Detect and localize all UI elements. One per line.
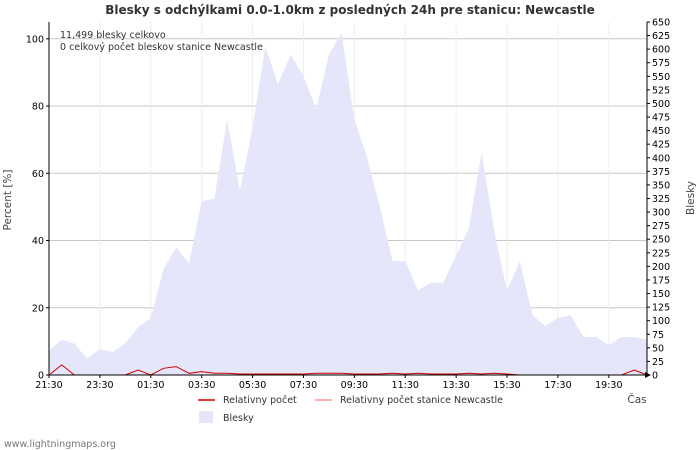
right-tick-label: 375 (652, 167, 670, 178)
right-tick-label: 225 (652, 248, 670, 259)
right-tick-label: 50 (652, 343, 664, 354)
right-tick-label: 550 (652, 72, 670, 83)
left-axis-label: Percent [%] (2, 169, 14, 230)
left-tick-label: 0 (38, 371, 44, 382)
right-tick-label: 275 (652, 221, 670, 232)
annotation-station: 0 celkový počet bleskov stanice Newcastl… (60, 42, 263, 53)
x-tick-label: 11:30 (392, 380, 419, 391)
right-tick-label: 400 (652, 153, 670, 164)
right-tick-label: 75 (652, 330, 664, 341)
right-tick-label: 500 (652, 99, 670, 110)
legend-label-relativny-pocet-stanice: Relativny počet stanice Newcastle (340, 395, 503, 406)
left-tick-label: 100 (26, 34, 44, 45)
right-tick-label: 600 (652, 45, 670, 56)
right-tick-label: 175 (652, 275, 670, 286)
legend: Relativny počet Relativny počet stanice … (198, 395, 503, 424)
footer-source: www.lightningmaps.org (4, 439, 116, 450)
chart-title: Blesky s odchýlkami 0.0-1.0km z posledný… (105, 3, 595, 17)
left-y-tick-labels: 0 20 40 60 80 100 (26, 34, 49, 382)
right-tick-label: 125 (652, 303, 670, 314)
right-tick-label: 450 (652, 126, 670, 137)
legend-swatch-blesky (199, 411, 213, 423)
x-tick-label: 01:30 (137, 380, 164, 391)
right-tick-label: 475 (652, 113, 670, 124)
right-tick-label: 525 (652, 85, 670, 96)
x-tick-label: 13:30 (442, 380, 469, 391)
right-tick-label: 425 (652, 140, 670, 151)
left-tick-label: 60 (32, 169, 44, 180)
x-tick-label: 23:30 (86, 380, 113, 391)
right-tick-label: 200 (652, 262, 670, 273)
annotation-total: 11,499 blesky celkovo (60, 30, 166, 41)
x-tick-labels: 21:30 23:30 01:30 03:30 05:30 07:30 09:30 11:30… (35, 375, 623, 391)
x-tick-label: 15:30 (493, 380, 520, 391)
right-tick-label: 250 (652, 235, 670, 246)
right-tick-label: 625 (652, 31, 670, 42)
x-tick-label: 03:30 (188, 380, 215, 391)
right-tick-label: 650 (652, 18, 670, 29)
right-tick-label: 575 (652, 58, 670, 69)
x-tick-label: 05:30 (239, 380, 266, 391)
left-tick-label: 80 (32, 102, 44, 113)
x-tick-label: 09:30 (341, 380, 368, 391)
x-axis-label: Čas (627, 393, 646, 406)
legend-label-relativny-pocet: Relativny počet (223, 395, 297, 406)
right-tick-label: 100 (652, 316, 670, 327)
left-tick-label: 40 (32, 236, 44, 247)
right-tick-label: 300 (652, 208, 670, 219)
legend-label-blesky: Blesky (223, 413, 254, 424)
x-tick-label: 21:30 (35, 380, 62, 391)
right-tick-label: 150 (652, 289, 670, 300)
x-tick-label: 19:30 (595, 380, 622, 391)
right-tick-label: 325 (652, 194, 670, 205)
right-tick-label: 0 (652, 371, 658, 382)
left-tick-label: 20 (32, 303, 44, 314)
blesky-area (49, 32, 647, 376)
right-tick-label: 350 (652, 180, 670, 191)
x-tick-label: 17:30 (544, 380, 571, 391)
x-tick-label: 07:30 (290, 380, 317, 391)
right-axis-label: Blesky (685, 181, 697, 215)
right-tick-label: 25 (652, 357, 664, 368)
right-y-tick-labels: 0 25 50 75 100 125 150 175 200 225 250 275 300 325 350… (647, 18, 670, 382)
